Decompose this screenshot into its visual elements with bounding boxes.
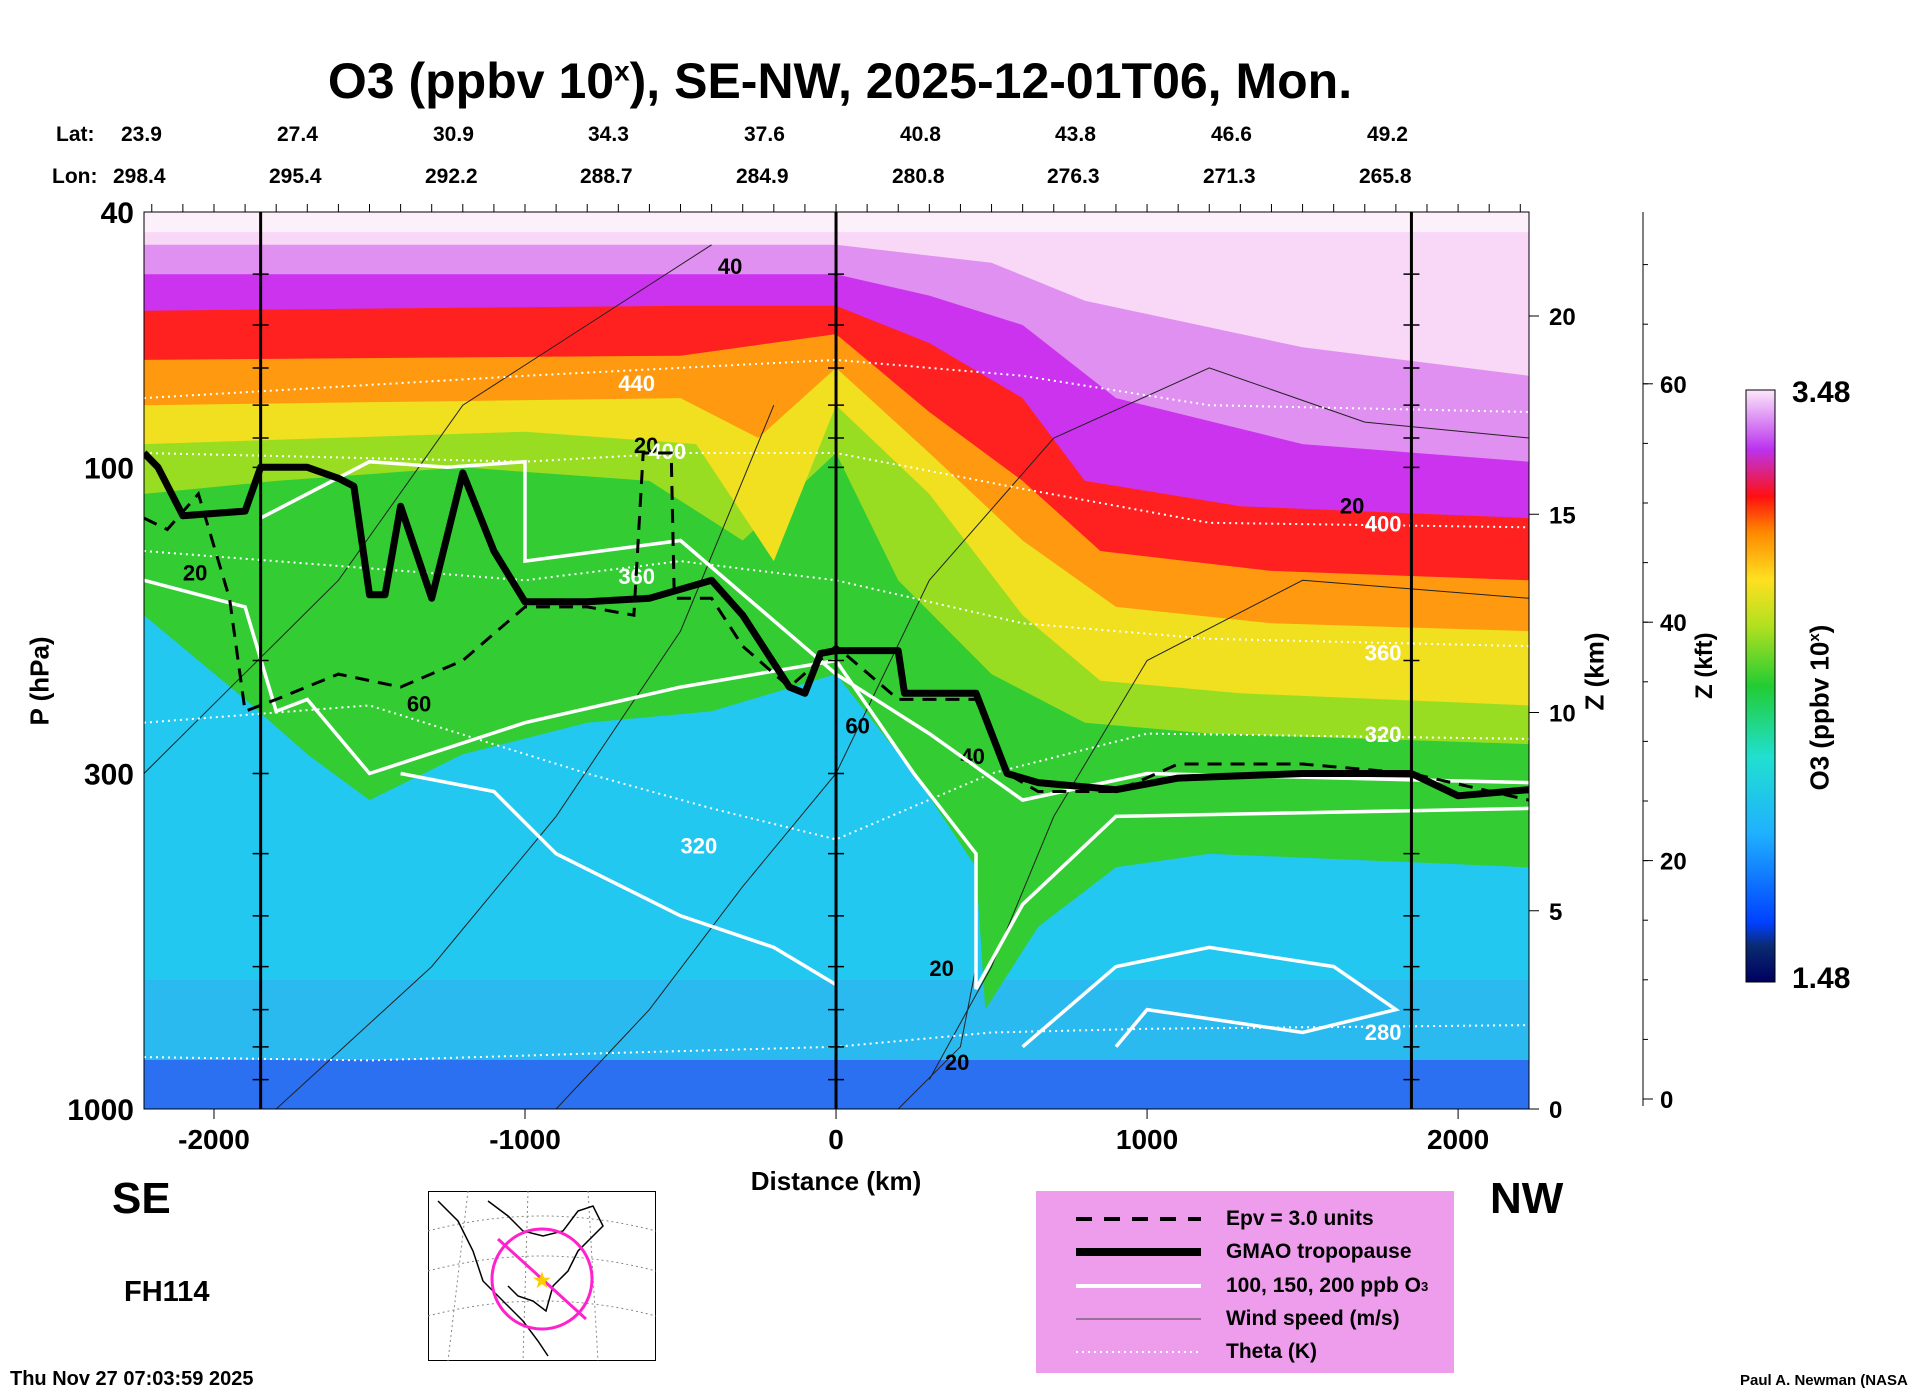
lat-value: 49.2 <box>1367 123 1408 146</box>
direction-nw: NW <box>1490 1174 1564 1223</box>
wind-contour <box>897 966 977 1109</box>
lat-value: 43.8 <box>1055 123 1096 146</box>
theta-label: 440 <box>618 371 655 396</box>
chart-title: O3 (ppbv 10x), SE-NW, 2025-12-01T06, Mon… <box>327 53 1353 109</box>
zkm-tick-label: 20 <box>1549 304 1576 331</box>
x-tick-label: 1000 <box>1116 1124 1178 1155</box>
lat-value: 34.3 <box>588 123 629 146</box>
x-axis-label: Distance (km) <box>750 1166 922 1196</box>
lat-label: Lat: <box>56 123 95 146</box>
theta-label: 320 <box>1365 722 1402 747</box>
timestamp: Thu Nov 27 07:03:59 2025 <box>10 1368 254 1390</box>
theta-line-360 <box>144 550 1529 648</box>
theta-line-440 <box>144 358 1529 413</box>
colorbar <box>1745 389 1776 983</box>
forecast-hour: FH114 <box>124 1276 210 1308</box>
lat-value: 37.6 <box>744 123 785 146</box>
location-map: ★ <box>428 1191 656 1361</box>
theta-line-320 <box>144 704 1529 841</box>
x-tick-label: -1000 <box>489 1124 561 1155</box>
lon-value: 284.9 <box>736 165 789 188</box>
wind-label: 20 <box>183 560 207 585</box>
zkm-tick-label: 0 <box>1549 1097 1562 1124</box>
wind-contour <box>928 579 1529 1080</box>
zkm-axis-label: Z (km) <box>1579 632 1610 711</box>
theta-label: 360 <box>1365 641 1402 666</box>
ozone-band-3.4 <box>144 212 1529 376</box>
lon-value: 280.8 <box>892 165 945 188</box>
lat-value: 40.8 <box>900 123 941 146</box>
legend-item-epv: Epv = 3.0 units <box>1076 1207 1374 1230</box>
zkm-tick-label: 15 <box>1549 502 1576 529</box>
theta-label: 400 <box>1365 512 1402 537</box>
ozone-contour-line <box>1021 945 1401 1049</box>
wind-contour <box>144 244 712 774</box>
wind-label: 20 <box>1340 493 1364 518</box>
wind-label: 20 <box>929 956 953 981</box>
lon-value: 276.3 <box>1047 165 1100 188</box>
colorbar-max: 3.48 <box>1792 376 1851 409</box>
y-axis-label: P (hPa) <box>24 636 55 726</box>
y-tick-label: 40 <box>101 197 134 230</box>
legend-item-tropopause: GMAO tropopause <box>1076 1240 1412 1263</box>
lon-label: Lon: <box>52 165 98 188</box>
lon-value: 295.4 <box>269 165 322 188</box>
ozone-contour-line <box>144 578 1529 990</box>
lon-value: 298.4 <box>113 165 166 188</box>
colorbar-label: O3 (ppbv 10x) <box>1804 624 1835 791</box>
lon-value: 288.7 <box>580 165 633 188</box>
colorbar-min: 1.48 <box>1792 962 1851 995</box>
wind-contour <box>275 405 775 1109</box>
wind-label: 60 <box>407 691 431 716</box>
map-frame <box>428 1191 656 1361</box>
lat-value: 30.9 <box>433 123 474 146</box>
lat-value: 23.9 <box>121 123 162 146</box>
tropopause-line <box>144 450 1529 800</box>
wind-label: 20 <box>945 1050 969 1075</box>
theta-label: 400 <box>649 439 686 464</box>
legend-item-theta: Theta (K) <box>1076 1340 1317 1363</box>
zkft-tick-label: 60 <box>1660 372 1687 399</box>
direction-se: SE <box>112 1174 171 1223</box>
zkm-tick-label: 5 <box>1549 899 1562 926</box>
theta-label: 280 <box>1365 1020 1402 1045</box>
lon-value: 265.8 <box>1359 165 1412 188</box>
legend-item-wind: Wind speed (m/s) <box>1076 1307 1400 1330</box>
y-tick-label: 100 <box>84 452 134 485</box>
wind-label: 60 <box>845 714 869 739</box>
zkm-tick-label: 10 <box>1549 701 1576 728</box>
y-tick-label: 300 <box>84 758 134 791</box>
map-range-circle <box>490 1227 594 1331</box>
y-tick-label: 1000 <box>67 1094 134 1127</box>
wind-label: 40 <box>718 254 742 279</box>
zkft-tick-label: 40 <box>1660 610 1687 637</box>
lat-value: 46.6 <box>1211 123 1252 146</box>
zkft-tick-label: 0 <box>1660 1087 1673 1114</box>
map-center-star-icon: ★ <box>533 1270 551 1292</box>
x-tick-label: 2000 <box>1427 1124 1489 1155</box>
x-tick-label: -2000 <box>178 1124 250 1155</box>
lat-value: 27.4 <box>277 123 318 146</box>
ozone-contour-line <box>400 771 837 987</box>
x-tick-label: 0 <box>828 1124 844 1155</box>
zkft-tick-label: 20 <box>1660 849 1687 876</box>
lon-value: 292.2 <box>425 165 478 188</box>
map-section-track <box>496 1237 588 1321</box>
wind-contour <box>555 367 1529 1109</box>
theta-label: 320 <box>681 834 718 859</box>
lon-value: 271.3 <box>1203 165 1256 188</box>
credit: Paul A. Newman (NASA <box>1740 1372 1908 1389</box>
legend: Epv = 3.0 units GMAO tropopause 100, 150… <box>1036 1191 1454 1373</box>
zkft-axis-label: Z (kft) <box>1691 632 1718 699</box>
